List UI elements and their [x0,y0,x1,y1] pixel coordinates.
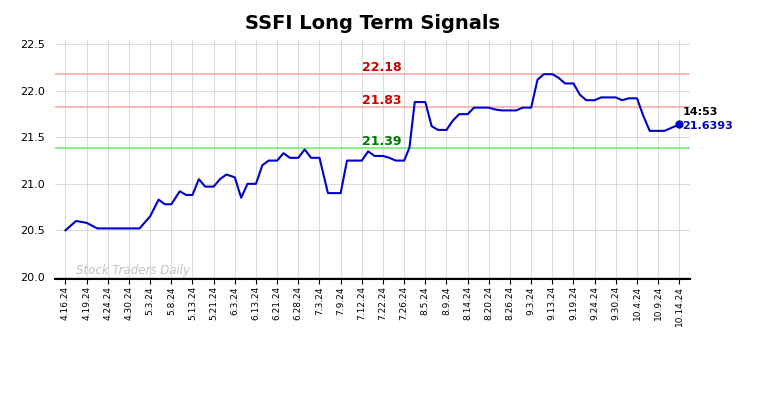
Text: 14:53: 14:53 [683,107,718,117]
Text: 21.6393: 21.6393 [683,121,733,131]
Text: 21.83: 21.83 [362,94,401,107]
Title: SSFI Long Term Signals: SSFI Long Term Signals [245,14,500,33]
Text: 22.18: 22.18 [362,61,401,74]
Text: 21.39: 21.39 [362,135,401,148]
Text: Stock Traders Daily: Stock Traders Daily [76,264,190,277]
